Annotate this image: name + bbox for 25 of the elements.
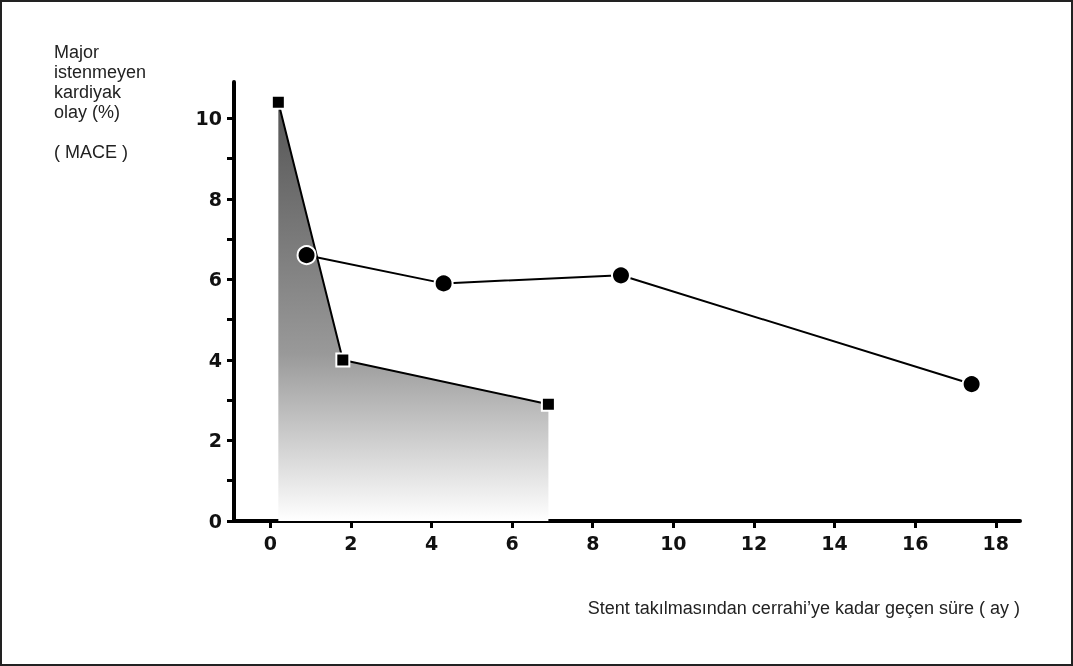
- x-tick-label: 14: [821, 531, 848, 554]
- y-axis-title: Major istenmeyen kardiyak olay (%) ( MACE ): [54, 42, 147, 162]
- y-tick-label: 4: [208, 348, 222, 371]
- x-axis-title: Stent takılmasından cerrahi’ye kadar geçen süre ( ay ): [587, 598, 1020, 618]
- y-tick-label: 6: [208, 268, 222, 291]
- x-tick-label: 4: [424, 531, 439, 554]
- point: [296, 245, 317, 266]
- point: [433, 273, 454, 294]
- x-tick-label: 0: [263, 531, 277, 554]
- x-tick-label: 6: [505, 531, 519, 554]
- point: [335, 352, 351, 368]
- y-tick-label: 2: [208, 429, 222, 452]
- x-tick-label: 18: [982, 531, 1010, 554]
- point: [270, 94, 286, 110]
- y-tick-label: 0: [208, 510, 222, 532]
- x-tick-label: 2: [344, 531, 358, 554]
- x-tick-label: 12: [740, 531, 768, 554]
- y-tick-label: 8: [208, 187, 222, 210]
- x-tick-label: 16: [901, 531, 929, 554]
- point: [961, 374, 982, 395]
- y-tick-label: 10: [195, 107, 222, 130]
- x-tick-label: 8: [586, 531, 600, 554]
- point: [540, 396, 556, 412]
- point: [610, 265, 631, 286]
- x-tick-label: 10: [660, 531, 687, 554]
